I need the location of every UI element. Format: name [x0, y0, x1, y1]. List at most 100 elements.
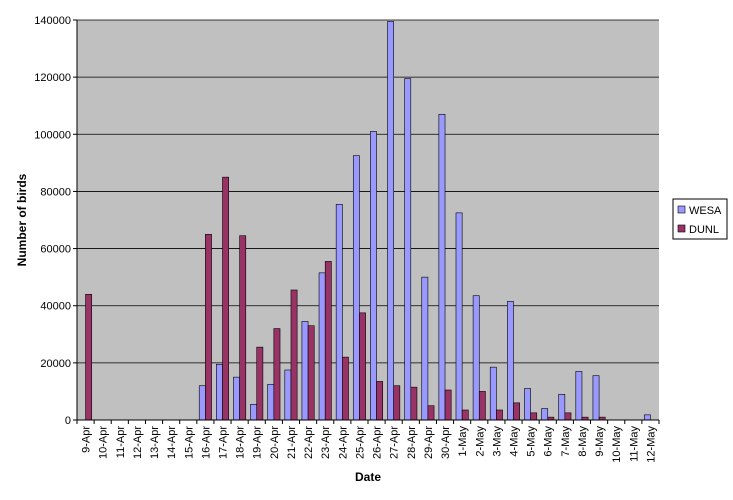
x-tick-label: 19-Apr — [252, 426, 264, 459]
bar-wesa-29-apr — [421, 276, 429, 421]
legend-label-wesa: WESA — [689, 205, 722, 217]
bar-dunl-4-may — [513, 402, 520, 421]
bar-wesa-12-may — [643, 414, 651, 421]
bar-wesa-19-apr — [250, 403, 258, 421]
bar-wesa-30-apr — [438, 113, 446, 421]
bar-dunl-27-apr — [393, 385, 401, 421]
x-tick-label: 12-May — [645, 426, 657, 463]
bar-wesa-17-apr — [216, 363, 223, 421]
x-tick-label: 23-Apr — [320, 426, 332, 459]
y-tick-label: 120000 — [34, 72, 71, 84]
bar-dunl-28-apr — [410, 386, 418, 421]
x-tick-label: 24-Apr — [337, 426, 349, 459]
y-tick-label: 80000 — [40, 186, 71, 198]
x-tick-label: 12-Apr — [132, 426, 144, 459]
bar-dunl-30-apr — [444, 389, 452, 421]
x-tick-label: 2-May — [474, 426, 486, 457]
y-axis-title: Number of birds — [15, 173, 29, 266]
bar-wesa-26-apr — [370, 131, 377, 421]
legend-label-dunl: DUNL — [689, 224, 719, 236]
bar-dunl-2-may — [478, 391, 486, 421]
bar-dunl-1-may — [461, 409, 469, 421]
x-tick-label: 4-May — [509, 426, 521, 457]
bar-wesa-28-apr — [404, 78, 412, 421]
legend-box — [672, 198, 728, 240]
bar-wesa-16-apr — [198, 385, 206, 421]
x-tick-label: 10-May — [611, 426, 623, 463]
bar-wesa-1-may — [455, 212, 463, 421]
x-axis-title: Date — [355, 470, 381, 484]
x-tick-label: 6-May — [543, 426, 555, 457]
x-tick-label: 29-Apr — [423, 426, 435, 459]
plot-area — [77, 20, 659, 420]
x-tick-label: 22-Apr — [303, 426, 315, 459]
x-tick-label: 30-Apr — [440, 426, 452, 459]
bar-dunl-7-may — [564, 412, 572, 421]
x-tick-label: 10-Apr — [98, 426, 110, 459]
x-tick-label: 17-Apr — [218, 426, 230, 459]
legend-swatch-dunl — [677, 224, 686, 233]
bar-wesa-6-may — [541, 408, 549, 421]
y-tick-label: 40000 — [40, 301, 71, 313]
x-tick-label: 3-May — [491, 426, 503, 457]
x-tick-labels: 9-Apr 10-Apr 11-Apr 12-Apr 13-Apr 14-Apr 15-Ap… — [76, 420, 660, 463]
bar-wesa-23-apr — [318, 272, 326, 421]
y-tick-label: 20000 — [40, 358, 71, 370]
x-tick-label: 26-Apr — [372, 426, 384, 459]
bar-dunl-26-apr — [376, 381, 384, 421]
bar-dunl-24-apr — [342, 356, 349, 421]
y-tick-label: 140000 — [34, 15, 71, 27]
y-tick-label: 0 — [65, 415, 71, 427]
bar-wesa-7-may — [558, 393, 566, 421]
bar-wesa-22-apr — [301, 321, 309, 421]
bar-wesa-27-apr — [387, 21, 394, 421]
bar-wesa-21-apr — [284, 369, 292, 421]
bar-dunl-25-apr — [359, 312, 366, 421]
x-tick-label: 9-Apr — [81, 426, 93, 453]
x-tick-label: 11-May — [628, 426, 640, 462]
x-tick-label: 5-May — [526, 426, 538, 457]
x-tick-label: 16-Apr — [200, 426, 212, 459]
x-tick-label: 28-Apr — [406, 426, 418, 459]
bar-wesa-3-may — [489, 366, 497, 421]
bar-wesa-2-may — [472, 295, 480, 421]
x-tick-label: 25-Apr — [354, 426, 366, 459]
bar-wesa-9-may — [592, 375, 600, 421]
y-tick-label: 100000 — [34, 129, 71, 141]
x-tick-label: 7-May — [560, 426, 572, 457]
y-tick-labels: 0 20000 40000 60000 80000 100000 120000 140000 — [34, 15, 77, 427]
x-tick-label: 18-Apr — [235, 426, 247, 459]
bar-wesa-24-apr — [335, 203, 343, 421]
bar-wesa-4-may — [507, 301, 514, 421]
bar-dunl-9-apr — [85, 293, 93, 421]
bars — [85, 21, 651, 421]
bar-dunl-19-apr — [256, 346, 264, 421]
y-tick-label: 60000 — [40, 244, 71, 256]
bar-dunl-18-apr — [239, 235, 247, 421]
x-tick-label: 15-Apr — [183, 426, 195, 459]
x-tick-label: 27-Apr — [389, 426, 401, 459]
bar-wesa-25-apr — [352, 155, 360, 421]
legend: WESA DUNL — [672, 198, 728, 240]
legend-swatch-wesa — [677, 205, 686, 214]
x-tick-label: 21-Apr — [286, 426, 298, 459]
bar-wesa-5-may — [524, 388, 531, 421]
x-tick-label: 14-Apr — [166, 426, 178, 459]
bar-dunl-22-apr — [307, 325, 315, 421]
x-tick-label: 20-Apr — [269, 426, 281, 459]
bar-dunl-17-apr — [222, 176, 229, 421]
x-tick-label: 9-May — [594, 426, 606, 457]
bar-dunl-21-apr — [290, 289, 298, 421]
x-tick-label: 13-Apr — [149, 426, 161, 459]
x-tick-label: 1-May — [457, 426, 469, 457]
bar-dunl-20-apr — [273, 328, 281, 421]
bar-wesa-8-may — [575, 371, 583, 421]
bar-dunl-16-apr — [205, 233, 212, 421]
bar-dunl-29-apr — [427, 405, 435, 421]
bar-wesa-18-apr — [233, 376, 240, 421]
x-tick-label: 11-Apr — [115, 426, 127, 459]
bar-dunl-3-may — [496, 409, 503, 421]
gridlines — [77, 19, 659, 364]
x-tick-label: 8-May — [577, 426, 589, 457]
